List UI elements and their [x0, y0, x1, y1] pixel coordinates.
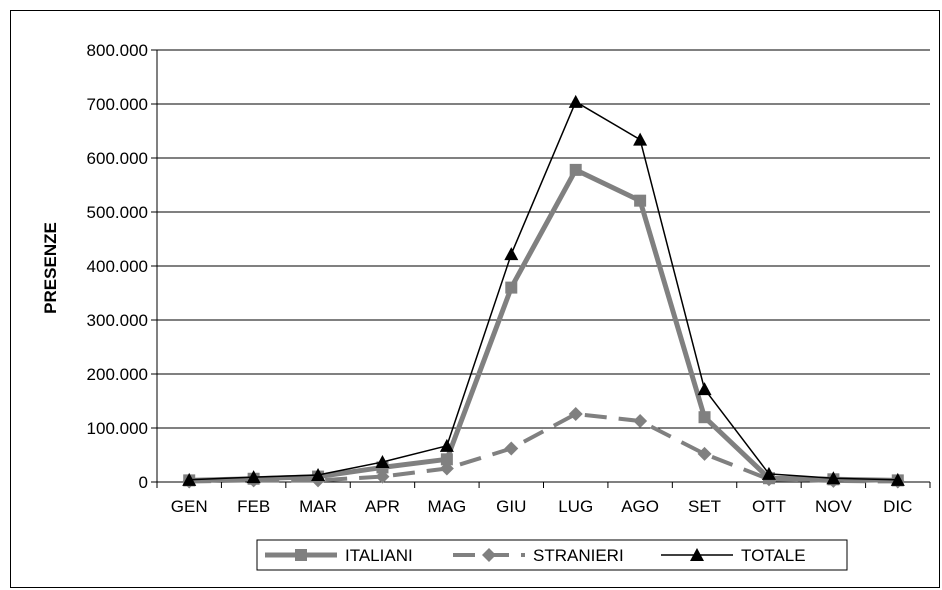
series-line — [189, 167, 898, 483]
data-point — [246, 470, 261, 484]
data-point — [568, 406, 583, 421]
data-point — [182, 472, 197, 486]
series-layer — [182, 94, 905, 489]
x-tick-label: MAG — [428, 497, 467, 516]
data-point — [633, 132, 648, 146]
data-point — [890, 472, 905, 486]
legend-label: TOTALE — [741, 546, 806, 565]
data-point — [634, 194, 647, 207]
y-tick-label: 700.000 — [87, 95, 148, 114]
x-tick-label: APR — [365, 497, 400, 516]
data-point — [697, 446, 712, 461]
data-point — [440, 453, 453, 466]
x-tick-label: GEN — [171, 497, 208, 516]
x-tick-label: NOV — [815, 497, 853, 516]
data-point — [568, 94, 583, 108]
series-line — [189, 101, 898, 481]
y-tick-label: 500.000 — [87, 203, 148, 222]
legend-marker — [690, 548, 704, 561]
data-point — [505, 281, 518, 294]
legend-label: ITALIANI — [345, 546, 413, 565]
x-tick-label: MAR — [299, 497, 337, 516]
legend-marker — [482, 548, 496, 562]
y-tick-label: 300.000 — [87, 311, 148, 330]
chart-frame — [10, 10, 940, 588]
data-point — [826, 471, 841, 485]
data-point — [375, 455, 390, 469]
data-point — [698, 411, 711, 424]
y-tick-label: 100.000 — [87, 419, 148, 438]
legend-entry-totale: TOTALE — [661, 546, 806, 565]
series-totale — [182, 94, 905, 486]
legend-box — [256, 539, 848, 571]
x-tick-label: OTT — [752, 497, 786, 516]
data-point — [311, 467, 326, 481]
x-tick-label: LUG — [558, 497, 593, 516]
legend: ITALIANI STRANIERI TOTALE — [256, 539, 848, 571]
data-point — [504, 441, 519, 456]
y-tick-label: 400.000 — [87, 257, 148, 276]
legend-marker — [295, 549, 307, 561]
x-tick-label: DIC — [883, 497, 912, 516]
legend-entry-italiani: ITALIANI — [265, 546, 413, 565]
grid-layer — [157, 49, 930, 429]
y-tick-label: 600.000 — [87, 149, 148, 168]
series-line — [189, 412, 898, 484]
axis-layer: 0 100.000 200.000 300.000 400.000 500.000 600.… — [87, 41, 931, 516]
data-point — [439, 438, 454, 452]
x-tick-label: GIU — [496, 497, 526, 516]
data-point — [504, 247, 519, 261]
data-point — [761, 466, 776, 480]
x-tick-label: SET — [688, 497, 721, 516]
y-tick-label: 200.000 — [87, 365, 148, 384]
y-tick-label: 0 — [139, 473, 148, 492]
data-point — [697, 382, 712, 396]
data-point — [633, 413, 648, 428]
legend-label: STRANIERI — [533, 546, 624, 565]
x-tick-label: FEB — [237, 497, 270, 516]
x-tick-label: AGO — [621, 497, 659, 516]
y-tick-label: 800.000 — [87, 41, 148, 60]
legend-entry-stranieri: STRANIERI — [453, 546, 624, 565]
y-axis-label: PRESENZE — [41, 222, 60, 314]
data-point — [569, 163, 582, 176]
